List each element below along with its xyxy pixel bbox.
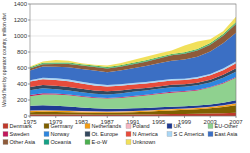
legend-swatch [44, 140, 49, 145]
legend-label: EU-Other [215, 123, 238, 129]
area [30, 24, 236, 72]
y-tick-label: 200 [17, 97, 28, 103]
legend-label: E-o-W [92, 139, 108, 145]
x-tick-label: 1995 [152, 119, 166, 125]
y-tick-label: 600 [17, 65, 28, 71]
y-tick-label: 400 [17, 81, 28, 87]
plot-frame [30, 4, 236, 116]
legend-label: Netherlands [92, 123, 122, 129]
y-tick-label: 1200 [14, 17, 28, 23]
legend-label: UK [174, 123, 182, 129]
x-tick [158, 116, 159, 118]
legend-swatch [167, 124, 172, 129]
legend-label: Other Asia [10, 139, 37, 145]
legend-label: Norway [51, 131, 70, 137]
legend-swatch [3, 124, 8, 129]
area [30, 17, 236, 67]
legend-swatch [85, 140, 90, 145]
legend-label: East Asia [215, 131, 239, 137]
legend-swatch [85, 124, 90, 129]
legend-label: Poland [133, 123, 150, 129]
legend-label: N America [133, 131, 159, 137]
legend-label: Unknown [133, 139, 156, 145]
x-tick [55, 116, 56, 118]
y-tick-label: 800 [17, 49, 28, 55]
x-tick [236, 116, 237, 118]
chart: 0200400600800100012001400197519791983198… [0, 0, 250, 153]
x-tick [81, 116, 82, 118]
legend-swatch [44, 124, 49, 129]
legend-swatch [167, 132, 172, 137]
legend-swatch [126, 140, 131, 145]
legend-swatch [3, 140, 8, 145]
legend-swatch [85, 132, 90, 137]
legend-swatch [126, 132, 131, 137]
x-tick [30, 116, 31, 118]
legend-label: S C America [174, 131, 206, 137]
legend-swatch [126, 124, 131, 129]
legend-swatch [208, 124, 213, 129]
legend-swatch [44, 132, 49, 137]
y-tick-label: 1400 [14, 1, 28, 7]
x-tick [210, 116, 211, 118]
y-tick-label: 1000 [14, 33, 28, 39]
grid-line [30, 36, 236, 37]
x-tick [133, 116, 134, 118]
legend-label: Oceania [51, 139, 72, 145]
legend-swatch [208, 132, 213, 137]
legend-label: Denmark [10, 123, 33, 129]
x-tick [107, 116, 108, 118]
grid-line [30, 20, 236, 21]
legend-label: Germany [51, 123, 74, 129]
legend-label: Sweden [10, 131, 30, 137]
legend-swatch [3, 132, 8, 137]
plot-area [30, 17, 236, 116]
y-axis-label: World fleet by operator country, million… [1, 12, 7, 107]
x-tick [184, 116, 185, 118]
legend-label: Ot. Europe [92, 131, 119, 137]
